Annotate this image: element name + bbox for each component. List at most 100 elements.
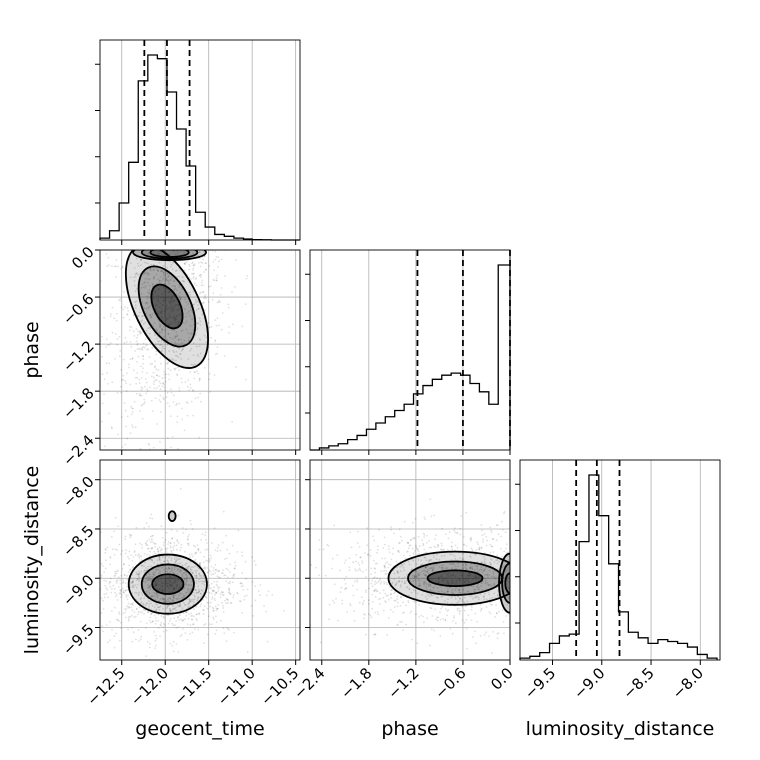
density-geocent-time-vs-luminosity-distance-point (135, 579, 138, 582)
density-phase-vs-luminosity-distance-point (480, 608, 483, 611)
density-geocent-time-vs-luminosity-distance-point (167, 614, 170, 617)
density-phase-vs-luminosity-distance-point (440, 585, 443, 588)
density-geocent-time-vs-phase-point (148, 288, 150, 291)
density-geocent-time-vs-luminosity-distance-point (124, 582, 127, 584)
density-geocent-time-vs-luminosity-distance-point (191, 631, 194, 634)
density-phase-vs-luminosity-distance-point (485, 544, 488, 547)
density-geocent-time-vs-luminosity-distance-point (182, 532, 185, 534)
density-geocent-time-vs-luminosity-distance-point (160, 615, 163, 617)
density-geocent-time-vs-phase-point (158, 306, 161, 308)
density-geocent-time-vs-luminosity-distance-point (214, 605, 217, 608)
density-geocent-time-vs-luminosity-distance-point (178, 594, 180, 597)
density-geocent-time-vs-phase-point (173, 300, 176, 303)
density-phase-vs-luminosity-distance-point (430, 628, 433, 631)
density-geocent-time-vs-phase-point (228, 331, 231, 334)
density-geocent-time-vs-luminosity-distance-point (204, 581, 207, 583)
density-geocent-time-vs-phase-point (173, 280, 176, 282)
density-geocent-time-vs-phase-point (173, 284, 176, 287)
density-geocent-time-vs-luminosity-distance-point (186, 623, 189, 626)
density-geocent-time-vs-luminosity-distance-point (179, 549, 182, 552)
density-phase-vs-luminosity-distance-point (436, 553, 438, 556)
density-geocent-time-vs-luminosity-distance-point (231, 576, 234, 579)
density-geocent-time-vs-luminosity-distance-point (162, 599, 165, 601)
density-phase-vs-luminosity-distance-point (418, 545, 421, 547)
density-geocent-time-vs-luminosity-distance-point (193, 598, 196, 600)
density-phase-vs-luminosity-distance-point (469, 567, 471, 569)
density-geocent-time-vs-phase-point (142, 323, 145, 325)
density-geocent-time-vs-luminosity-distance-point (158, 588, 161, 591)
density-geocent-time-vs-luminosity-distance-point (113, 575, 116, 578)
density-geocent-time-vs-luminosity-distance-point (116, 618, 118, 621)
density-geocent-time-vs-phase-point (103, 393, 105, 395)
density-geocent-time-vs-luminosity-distance-point (169, 584, 171, 587)
density-phase-vs-luminosity-distance-point (456, 607, 459, 610)
density-geocent-time-vs-luminosity-distance-point (142, 604, 145, 606)
density-geocent-time-vs-luminosity-distance-point (187, 617, 190, 620)
density-geocent-time-vs-luminosity-distance-point (204, 623, 207, 625)
density-phase-vs-luminosity-distance-point (424, 566, 427, 568)
density-geocent-time-vs-phase-contour (149, 250, 190, 258)
density-geocent-time-vs-phase-point (139, 331, 142, 333)
density-geocent-time-vs-luminosity-distance-point (195, 569, 198, 572)
density-phase-vs-luminosity-distance-point (497, 632, 500, 634)
density-geocent-time-vs-phase-point (158, 323, 161, 326)
density-geocent-time-vs-luminosity-distance-point (148, 586, 150, 589)
density-phase-vs-luminosity-distance-point (391, 582, 393, 585)
density-geocent-time-vs-luminosity-distance-point (157, 606, 159, 609)
hist-phase-frame (309, 249, 511, 451)
density-phase-vs-luminosity-distance-point (318, 574, 320, 577)
density-geocent-time-vs-luminosity-distance-point (172, 599, 175, 601)
density-geocent-time-vs-phase-point (159, 441, 161, 443)
density-geocent-time-vs-luminosity-distance-point (200, 589, 203, 591)
density-geocent-time-vs-luminosity-distance-point (155, 582, 158, 585)
density-geocent-time-vs-luminosity-distance-point (227, 628, 230, 630)
density-geocent-time-vs-phase-point (171, 298, 174, 301)
density-phase-vs-luminosity-distance-point (406, 550, 409, 553)
density-geocent-time-vs-phase-point (220, 258, 223, 261)
density-phase-vs-luminosity-distance-point (439, 618, 442, 621)
density-geocent-time-vs-phase-point (157, 250, 159, 253)
density-geocent-time-vs-luminosity-distance-point (223, 574, 226, 577)
density-geocent-time-vs-luminosity-distance-point (152, 534, 155, 537)
density-geocent-time-vs-phase-point (173, 295, 175, 297)
density-geocent-time-vs-phase-point (121, 265, 124, 268)
density-geocent-time-vs-luminosity-distance-point (193, 565, 196, 568)
density-geocent-time-vs-phase-point (165, 319, 168, 321)
density-geocent-time-vs-luminosity-distance-point (204, 534, 206, 536)
density-geocent-time-vs-phase-point (105, 362, 108, 365)
density-geocent-time-vs-phase-point (160, 247, 162, 249)
density-geocent-time-vs-luminosity-distance-point (181, 619, 184, 622)
density-geocent-time-vs-phase-point (159, 312, 162, 315)
density-geocent-time-vs-luminosity-distance-point (157, 619, 160, 622)
density-geocent-time-vs-luminosity-distance-point (146, 544, 149, 546)
density-phase-vs-luminosity-distance-point (413, 575, 416, 578)
density-geocent-time-vs-luminosity-distance-point (174, 607, 177, 610)
density-phase-vs-luminosity-distance-point (376, 590, 379, 592)
density-geocent-time-vs-luminosity-distance-point (190, 612, 193, 615)
density-geocent-time-vs-phase-point (150, 263, 153, 266)
density-geocent-time-vs-luminosity-distance-point (114, 574, 116, 577)
density-geocent-time-vs-luminosity-distance-point (120, 621, 122, 624)
density-phase-vs-luminosity-distance-point (406, 573, 408, 576)
density-geocent-time-vs-luminosity-distance-point (120, 627, 123, 630)
density-phase-vs-luminosity-distance-point (355, 553, 357, 556)
density-geocent-time-vs-phase-point (169, 358, 172, 360)
density-phase-vs-luminosity-distance-point (506, 603, 509, 606)
density-geocent-time-vs-luminosity-distance-point (122, 581, 124, 584)
density-phase-vs-luminosity-distance-point (415, 613, 417, 616)
density-geocent-time-vs-phase-point (151, 282, 154, 285)
density-geocent-time-vs-phase-point (157, 269, 159, 272)
density-geocent-time-vs-luminosity-distance-point (196, 599, 199, 602)
density-geocent-time-vs-luminosity-distance-point (122, 591, 125, 594)
density-phase-vs-luminosity-distance-point (517, 580, 519, 582)
density-geocent-time-vs-luminosity-distance-point (203, 577, 206, 579)
density-phase-vs-luminosity-distance-point (469, 573, 472, 575)
density-phase-vs-luminosity-distance-point (493, 576, 496, 579)
density-geocent-time-vs-luminosity-distance-point (128, 564, 131, 567)
density-geocent-time-vs-luminosity-distance-point (102, 630, 104, 633)
density-geocent-time-vs-luminosity-distance-point (187, 588, 190, 591)
density-phase-vs-luminosity-distance-point (449, 553, 451, 556)
density-geocent-time-vs-luminosity-distance-point (149, 585, 151, 588)
density-geocent-time-vs-luminosity-distance-point (111, 629, 113, 631)
density-phase-vs-luminosity-distance-point (447, 576, 449, 578)
